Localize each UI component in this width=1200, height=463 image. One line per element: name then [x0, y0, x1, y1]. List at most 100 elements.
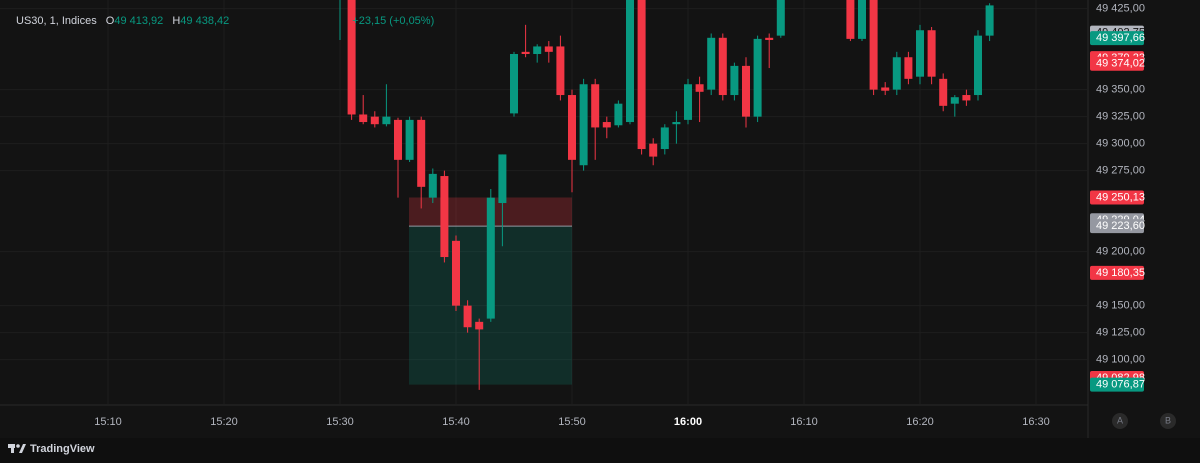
x-tick-label: 16:00 [674, 416, 702, 428]
candle-body [347, 0, 356, 115]
y-tick-label: 49 125,00 [1096, 327, 1145, 339]
candle-body [672, 122, 681, 125]
candle-body [626, 0, 634, 123]
candle-body [533, 46, 542, 54]
legend: US30, 1, Indices O49 413,92 H49 438,42 +… [16, 15, 434, 27]
y-tick-label: 49 425,00 [1096, 3, 1145, 15]
y-tick-label: 49 275,00 [1096, 165, 1145, 177]
candle-body [765, 37, 774, 40]
y-tick-label: 49 350,00 [1096, 84, 1145, 96]
candle-body [742, 65, 750, 117]
axes: 49 425,00 49 350,00 49 325,00 49 300,00 49 2… [94, 3, 1145, 428]
candle-body [568, 95, 576, 160]
x-tick-label: 16:10 [790, 416, 818, 428]
price-badge-label: 49 397,66 [1096, 32, 1145, 44]
price-badge [1090, 190, 1144, 205]
button-label[interactable]: B [1165, 415, 1171, 425]
candle-body [660, 127, 669, 150]
candle-body [707, 37, 716, 90]
ohlc-label: O [106, 15, 115, 27]
ohlc-label: H [172, 15, 180, 27]
price-badge [1090, 377, 1144, 392]
y-tick-label: 49 200,00 [1096, 246, 1145, 258]
candle-body [417, 119, 426, 187]
candle-body [405, 119, 414, 160]
candle-body [498, 154, 507, 204]
candle-body [510, 54, 518, 114]
candle-body [695, 84, 704, 92]
candle-body [463, 305, 472, 328]
candle-body [428, 173, 437, 198]
button-label[interactable]: A [1117, 415, 1123, 425]
button[interactable]: B [1160, 413, 1176, 429]
y-tick-label: 49 150,00 [1096, 300, 1145, 312]
price-badge [1090, 31, 1144, 46]
candle-body [684, 84, 692, 120]
x-tick-label: 15:20 [210, 416, 238, 428]
candle-body [579, 84, 588, 166]
candle-body [846, 0, 855, 39]
x-tick-label: 16:20 [906, 416, 934, 428]
candle-body [916, 30, 924, 77]
button[interactable]: A [1112, 413, 1128, 429]
brand-logo [8, 444, 26, 453]
candle-body [440, 176, 449, 258]
candle-body [904, 57, 913, 79]
candle-body [591, 84, 600, 128]
candle-body [939, 78, 948, 106]
candle-body [602, 122, 611, 128]
candle-body [858, 0, 866, 39]
candle-body [452, 240, 460, 306]
y-tick-label: 49 100,00 [1096, 354, 1145, 366]
candle-body [730, 65, 739, 96]
candle-body [475, 321, 484, 330]
candle-body [486, 197, 495, 319]
y-tick-label: 49 300,00 [1096, 138, 1145, 150]
footer-bar [0, 438, 1200, 463]
candle-body [869, 0, 878, 90]
candle-body [382, 116, 391, 125]
candle-body [394, 119, 402, 160]
candle-body [962, 95, 971, 101]
grid [0, 0, 1088, 405]
x-tick-label: 15:10 [94, 416, 122, 428]
candle-body [614, 103, 623, 126]
candle-body [927, 30, 936, 77]
ohlc-value: 49 438,42 [180, 15, 229, 27]
candle-body [985, 5, 994, 36]
change: +23,15 (+0,05%) [352, 15, 434, 27]
price-badge-label: 49 374,02 [1096, 58, 1145, 70]
candle-body [556, 46, 565, 96]
x-tick-label: 15:50 [558, 416, 586, 428]
candle-body [881, 87, 890, 91]
candle-body [950, 97, 959, 104]
price-badge [1090, 219, 1144, 234]
candle-body [521, 51, 530, 54]
candle-body [892, 57, 901, 90]
candle-body [753, 38, 762, 117]
price-badge [1090, 265, 1144, 280]
x-tick-label: 16:30 [1022, 416, 1050, 428]
price-badge-label: 49 250,13 [1096, 191, 1145, 203]
price-badge-label: 49 180,35 [1096, 267, 1145, 279]
candle-body [718, 37, 727, 96]
brand: TradingView [30, 443, 95, 455]
ohlc-value: 49 413,92 [114, 15, 163, 27]
candle-body [544, 46, 553, 52]
candle-body [359, 114, 368, 123]
symbol: US30, 1, Indices [16, 15, 97, 27]
x-tick-label: 15:30 [326, 416, 354, 428]
y-tick-label: 49 325,00 [1096, 111, 1145, 123]
price-badge-label: 49 076,87 [1096, 379, 1145, 391]
candle-body [974, 35, 982, 96]
price-badge-label: 49 223,60 [1096, 220, 1145, 232]
candles [339, 0, 994, 390]
x-tick-label: 15:40 [442, 416, 470, 428]
candle-body [637, 0, 646, 150]
candle-body [649, 143, 658, 157]
candle-body [776, 0, 785, 36]
price-badge [1090, 56, 1144, 71]
